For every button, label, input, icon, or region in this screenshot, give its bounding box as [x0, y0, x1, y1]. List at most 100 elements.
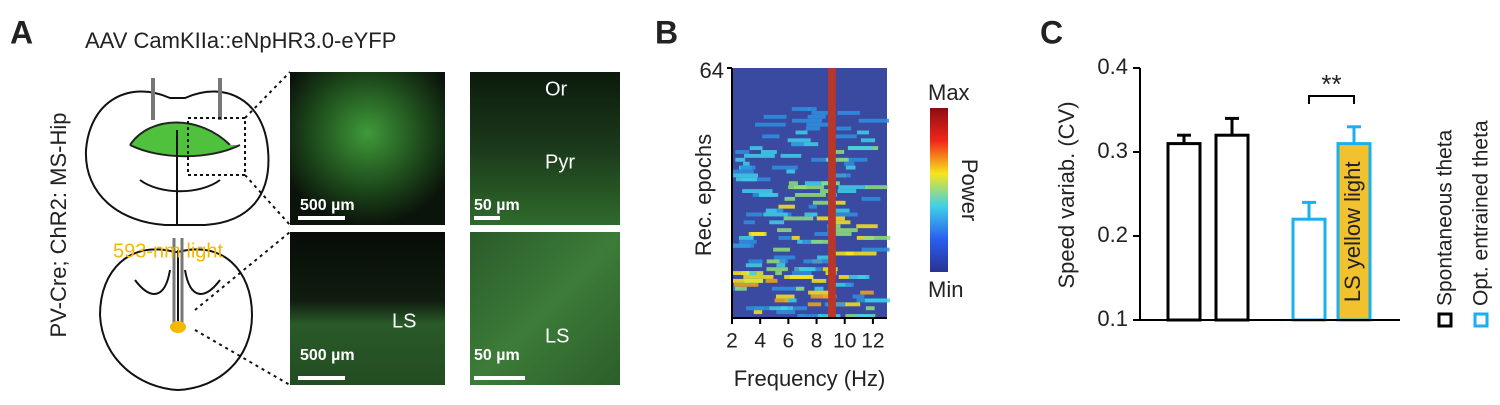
heatmap-texture	[738, 235, 754, 240]
heatmap-texture	[806, 122, 830, 127]
heatmap-texture	[811, 110, 828, 115]
heatmap-texture	[852, 294, 865, 299]
y-tick-label: 0.1	[1097, 306, 1128, 331]
bar	[1336, 142, 1372, 322]
heatmap-texture	[743, 275, 774, 279]
heatmap-texture	[857, 130, 870, 135]
heatmap-texture	[811, 157, 830, 162]
zoom-lines	[194, 71, 291, 386]
heatmap-texture	[788, 181, 798, 186]
heatmap-texture	[791, 118, 822, 123]
y-tick-label: 64	[700, 58, 724, 83]
heatmap-texture	[832, 208, 850, 213]
heatmap-texture	[743, 220, 755, 225]
heatmap-texture	[839, 157, 868, 162]
heatmap-texture	[849, 275, 866, 279]
heatmap-texture	[762, 134, 780, 139]
micrograph	[470, 72, 620, 225]
heatmap-texture	[803, 259, 833, 264]
heatmap-texture	[773, 247, 791, 252]
y-tick-label: 0.3	[1097, 138, 1128, 163]
heatmap-texture	[812, 200, 829, 205]
heatmap-texture	[791, 142, 804, 147]
heatmap-texture	[860, 290, 874, 295]
heatmap-texture	[804, 181, 834, 186]
heatmap-texture	[838, 185, 868, 190]
heatmap-texture	[755, 122, 786, 127]
heatmap-texture	[860, 138, 876, 143]
legend-item: Spontaneous theta	[1434, 129, 1457, 328]
heatmap-texture	[863, 235, 891, 240]
heatmap-texture	[848, 146, 873, 151]
heatmap-texture	[732, 278, 763, 283]
colorbar-min: Min	[928, 277, 963, 302]
panel-label: B	[655, 14, 678, 50]
heatmap-texture	[766, 267, 788, 272]
light-spot	[170, 321, 186, 333]
heatmap-texture	[845, 251, 877, 256]
region-label: LS	[392, 310, 416, 332]
heatmap-texture	[776, 310, 796, 315]
heatmap-texture	[776, 208, 784, 213]
heatmap-texture	[791, 235, 800, 240]
x-tick-label: 8	[811, 330, 823, 353]
heatmap-texture	[735, 177, 757, 182]
heatmap-texture	[786, 169, 796, 174]
heatmap-texture	[865, 306, 875, 311]
heatmap-texture	[836, 126, 852, 131]
y-tick-label: 0.2	[1097, 222, 1128, 247]
heatmap-texture	[749, 146, 763, 151]
heatmap-texture	[740, 165, 756, 170]
heatmap-texture	[807, 114, 826, 119]
heatmap-texture	[795, 193, 826, 197]
heatmap-texture	[856, 224, 878, 229]
heatmap-texture	[773, 255, 796, 260]
heatmap-texture	[746, 212, 763, 217]
heatmap-texture	[784, 275, 813, 279]
x-tick-label: 2	[726, 330, 738, 353]
heatmap-texture	[771, 286, 803, 291]
heatmap-texture	[830, 212, 858, 217]
heatmap-texture	[799, 267, 816, 272]
significance-label: **	[1321, 69, 1341, 99]
colorbar-label: Power	[957, 159, 982, 221]
bar-annotation: LS yellow light	[1340, 161, 1365, 302]
heatmap-texture	[751, 232, 767, 236]
legend-swatch	[1437, 312, 1453, 328]
heatmap-texture	[865, 185, 888, 190]
heatmap-texture	[784, 298, 797, 303]
heatmap-texture	[763, 212, 788, 217]
heatmap-texture	[828, 173, 851, 178]
colorbar	[930, 108, 948, 272]
heatmap-texture	[791, 306, 807, 311]
region-label: Or	[545, 78, 568, 100]
heatmap-texture	[834, 134, 857, 139]
legend-item: Opt. entrained theta	[1470, 120, 1493, 328]
bar	[1291, 217, 1327, 322]
panel-title: AAV CamKIIa::eNpHR3.0-eYFP	[85, 28, 396, 53]
heatmap-texture	[791, 107, 811, 111]
heatmap-texture	[739, 239, 757, 244]
y-axis-label: Speed variab. (CV)	[1054, 101, 1079, 288]
heatmap-texture	[817, 255, 833, 260]
micrograph	[470, 232, 620, 385]
x-tick-label: 4	[754, 330, 766, 353]
heatmap-texture	[808, 204, 817, 209]
heatmap-texture	[761, 150, 777, 154]
heatmap-texture	[814, 286, 824, 291]
heatmap-texture	[793, 185, 825, 190]
heatmap-texture	[844, 161, 855, 166]
heatmap-texture	[795, 130, 808, 135]
panel-label: C	[1040, 14, 1063, 50]
scale-label: 500 µm	[300, 197, 355, 214]
heatmap-texture	[845, 282, 854, 287]
y-axis-label: Rec. epochs	[691, 134, 716, 256]
micrograph	[290, 232, 445, 385]
bar	[1166, 142, 1202, 322]
heatmap-texture	[837, 189, 857, 193]
x-axis-label: Frequency (Hz)	[734, 366, 886, 391]
scale-bar	[298, 216, 525, 380]
heatmap-texture	[838, 275, 850, 279]
heatmap-texture	[779, 259, 788, 264]
